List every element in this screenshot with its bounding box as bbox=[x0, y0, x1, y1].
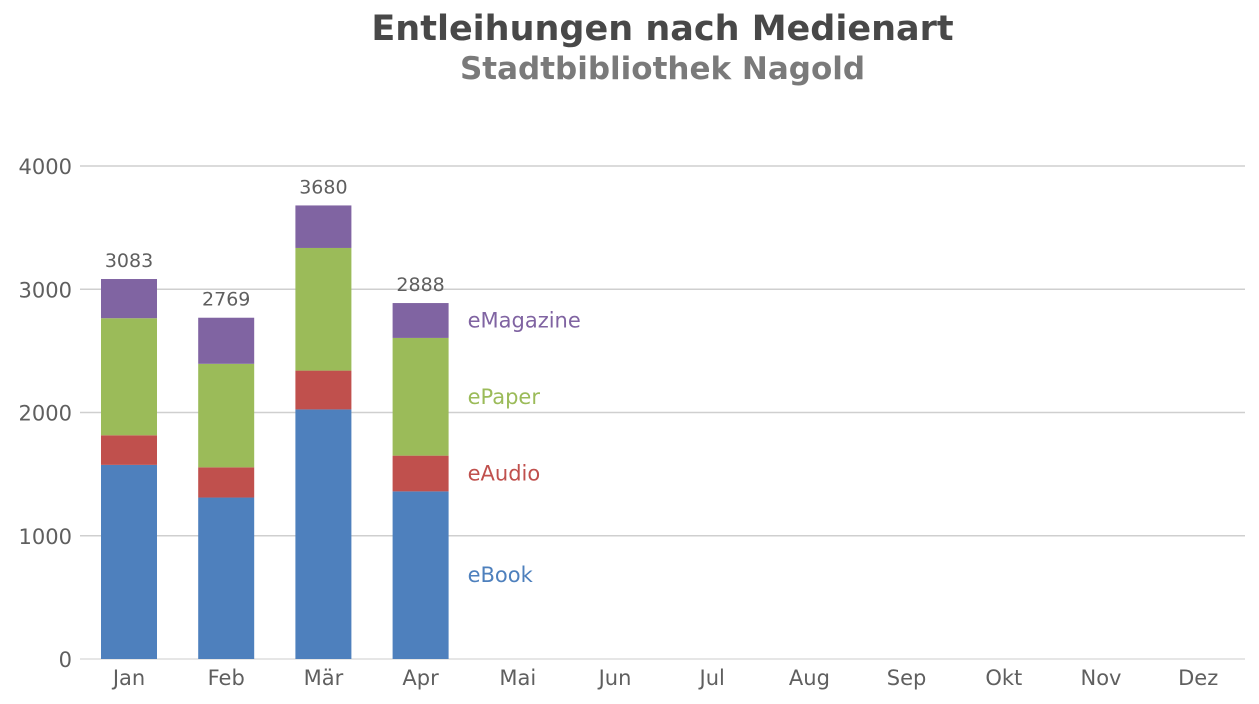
bar-segment-eaudio bbox=[392, 455, 449, 492]
chart-title: Entleihungen nach Medienart bbox=[371, 9, 954, 49]
x-axis-ticks: Jan Feb Mär Apr Mai Jun Jul Aug Sep Okt Nov Dez bbox=[111, 666, 1218, 690]
x-tick-label: Jun bbox=[597, 666, 632, 690]
y-tick-label: 0 bbox=[59, 648, 72, 672]
bar-segment-ebook bbox=[101, 464, 157, 659]
total-label: 3083 bbox=[105, 250, 153, 272]
grid-lines bbox=[80, 165, 1245, 660]
x-tick-label: Mär bbox=[304, 666, 344, 690]
bar-segment-eaudio bbox=[198, 467, 255, 498]
bar-segment-emagazine bbox=[392, 303, 449, 338]
bar-segment-eaudio bbox=[101, 435, 157, 465]
total-label: 2769 bbox=[202, 289, 250, 311]
legend-label-eaudio: eAudio bbox=[468, 462, 541, 486]
y-tick-label: 1000 bbox=[19, 525, 72, 549]
bar-segment-ebook bbox=[392, 491, 449, 659]
y-axis-ticks: 0 1000 2000 3000 4000 bbox=[19, 155, 72, 672]
total-label: 2888 bbox=[396, 274, 444, 296]
legend: eBook eAudio ePaper eMagazine bbox=[468, 308, 581, 587]
total-labels: 3083 2769 3680 2888 bbox=[105, 176, 445, 310]
legend-label-epaper: ePaper bbox=[468, 385, 541, 409]
y-tick-label: 3000 bbox=[19, 278, 72, 302]
y-tick-label: 4000 bbox=[19, 155, 72, 179]
bar-segment-ebook bbox=[295, 409, 352, 659]
bar-segment-epaper bbox=[392, 337, 449, 456]
x-tick-label: Jan bbox=[111, 666, 145, 690]
x-tick-label: Mai bbox=[499, 666, 536, 690]
x-tick-label: Nov bbox=[1081, 666, 1122, 690]
y-tick-label: 2000 bbox=[19, 402, 72, 426]
chart-subtitle: Stadtbibliothek Nagold bbox=[459, 51, 866, 87]
x-tick-label: Dez bbox=[1178, 666, 1218, 690]
bar-segment-emagazine bbox=[198, 317, 255, 364]
bar-segment-epaper bbox=[295, 247, 352, 371]
bar-segment-epaper bbox=[198, 363, 255, 468]
bar-segment-ebook bbox=[198, 497, 255, 659]
bar-segment-epaper bbox=[101, 318, 157, 436]
bar-segment-eaudio bbox=[295, 370, 352, 410]
x-tick-label: Feb bbox=[208, 666, 245, 690]
legend-label-ebook: eBook bbox=[468, 563, 534, 587]
x-tick-label: Jul bbox=[698, 666, 725, 690]
total-label: 3680 bbox=[299, 176, 347, 198]
bars bbox=[101, 205, 449, 659]
x-tick-label: Okt bbox=[985, 666, 1022, 690]
x-tick-label: Aug bbox=[789, 666, 830, 690]
x-tick-label: Sep bbox=[887, 666, 927, 690]
x-tick-label: Apr bbox=[402, 666, 439, 690]
bar-segment-emagazine bbox=[295, 205, 352, 248]
bar-segment-emagazine bbox=[101, 279, 157, 319]
legend-label-emagazine: eMagazine bbox=[468, 308, 581, 332]
